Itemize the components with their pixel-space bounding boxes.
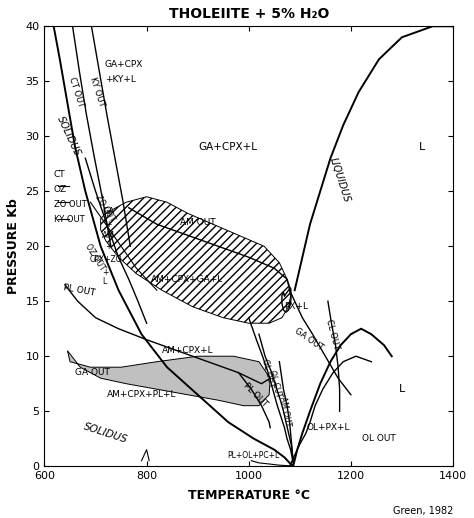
Text: OL CUT: OL CUT [267,369,283,398]
Text: GL OUT: GL OUT [260,358,276,387]
Text: L: L [399,384,405,394]
Text: L: L [102,277,107,286]
X-axis label: TEMPERATURE °C: TEMPERATURE °C [188,490,310,502]
Text: +: + [106,242,112,251]
Text: PL OUT: PL OUT [63,283,96,297]
Text: AM+CPX+GA+L: AM+CPX+GA+L [151,275,224,284]
Text: GA OUT: GA OUT [75,368,110,377]
Text: AM+CPX+L: AM+CPX+L [162,346,213,355]
Text: KY OUT: KY OUT [89,76,107,108]
Text: AM OUT: AM OUT [278,396,292,427]
Text: L: L [419,142,426,152]
Text: AM: AM [102,231,115,240]
Text: KY OUT: KY OUT [54,215,84,224]
Text: Green, 1982: Green, 1982 [392,506,453,516]
Text: GA OUT: GA OUT [293,327,325,353]
Text: CT: CT [54,170,65,179]
Polygon shape [100,197,291,323]
Text: ZO OUT: ZO OUT [54,200,86,209]
Text: CT OUT: CT OUT [68,76,86,108]
Text: LIQUIDUS: LIQUIDUS [328,156,352,204]
Title: THOLEIITE + 5% H₂O: THOLEIITE + 5% H₂O [169,7,329,21]
Text: +KY+L: +KY+L [105,75,136,83]
Text: GA: GA [103,207,115,215]
Text: SOLIDUS: SOLIDUS [82,421,129,445]
Text: AM+CPX+PL+L: AM+CPX+PL+L [107,390,176,399]
Y-axis label: PRESSURE Kb: PRESSURE Kb [7,198,20,294]
Text: PL OUT: PL OUT [242,381,269,409]
Text: GA+CPX: GA+CPX [105,60,143,69]
Text: OL+PX+L: OL+PX+L [306,423,350,432]
Text: +: + [102,268,109,277]
Text: OZ: OZ [54,184,67,194]
Text: ZO OUT: ZO OUT [93,193,117,223]
Text: AM OUT: AM OUT [180,218,216,226]
Text: SOLIDUS: SOLIDUS [55,114,82,158]
Text: OL OUT: OL OUT [362,434,396,443]
Text: PL+OL+PC+L: PL+OL+PC+L [228,451,280,459]
Text: +: + [106,220,112,229]
Text: PX+L: PX+L [284,302,308,311]
Text: GA+CPX+L: GA+CPX+L [199,142,258,152]
Text: CL OUT: CL OUT [324,318,340,350]
Text: CPX+ZO: CPX+ZO [90,255,122,264]
Polygon shape [67,351,270,406]
Text: OZ OUT: OZ OUT [83,242,106,272]
